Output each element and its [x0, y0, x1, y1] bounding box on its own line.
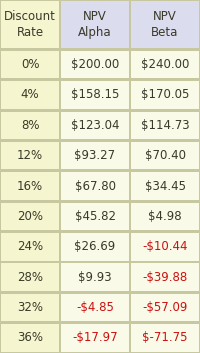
Text: $170.05: $170.05	[141, 89, 189, 101]
Text: -$57.09: -$57.09	[142, 301, 188, 314]
Text: 4%: 4%	[21, 89, 39, 101]
Text: 8%: 8%	[21, 119, 39, 132]
Bar	[61, 81, 129, 109]
Text: 32%: 32%	[17, 301, 43, 314]
Bar	[61, 51, 129, 78]
Text: $-71.75: $-71.75	[142, 331, 188, 344]
Bar	[61, 112, 129, 139]
Bar	[131, 233, 199, 261]
Bar	[131, 263, 199, 291]
Text: Discount
Rate: Discount Rate	[4, 10, 56, 39]
Text: $9.93: $9.93	[78, 271, 112, 283]
Text: $34.45: $34.45	[144, 180, 186, 192]
Bar	[61, 1, 129, 48]
Bar	[131, 324, 199, 352]
Text: -$39.88: -$39.88	[142, 271, 188, 283]
Text: $45.82: $45.82	[74, 210, 116, 223]
Text: 24%: 24%	[17, 240, 43, 253]
Bar	[1, 263, 59, 291]
Text: 0%: 0%	[21, 58, 39, 71]
Text: $114.73: $114.73	[141, 119, 189, 132]
Bar	[131, 112, 199, 139]
Bar	[61, 294, 129, 321]
Bar	[1, 233, 59, 261]
Bar	[1, 51, 59, 78]
Bar	[1, 203, 59, 230]
Text: 28%: 28%	[17, 271, 43, 283]
Text: $240.00: $240.00	[141, 58, 189, 71]
Bar	[1, 172, 59, 200]
Bar	[131, 294, 199, 321]
Bar	[1, 1, 59, 48]
Text: $67.80: $67.80	[74, 180, 116, 192]
Text: $93.27: $93.27	[74, 149, 116, 162]
Text: 20%: 20%	[17, 210, 43, 223]
Bar	[61, 172, 129, 200]
Text: 12%: 12%	[17, 149, 43, 162]
Text: $158.15: $158.15	[71, 89, 119, 101]
Text: 16%: 16%	[17, 180, 43, 192]
Bar	[61, 324, 129, 352]
Bar	[131, 203, 199, 230]
Text: 36%: 36%	[17, 331, 43, 344]
Bar	[131, 51, 199, 78]
Text: -$10.44: -$10.44	[142, 240, 188, 253]
Bar	[1, 294, 59, 321]
Text: $4.98: $4.98	[148, 210, 182, 223]
Bar	[1, 81, 59, 109]
Bar	[131, 142, 199, 169]
Bar	[1, 142, 59, 169]
Text: $200.00: $200.00	[71, 58, 119, 71]
Bar	[1, 112, 59, 139]
Text: NPV
Alpha: NPV Alpha	[78, 10, 112, 39]
Text: -$4.85: -$4.85	[76, 301, 114, 314]
Text: $26.69: $26.69	[74, 240, 116, 253]
Bar	[131, 1, 199, 48]
Bar	[61, 142, 129, 169]
Bar	[61, 263, 129, 291]
Bar	[61, 233, 129, 261]
Bar	[131, 81, 199, 109]
Bar	[1, 324, 59, 352]
Bar	[131, 172, 199, 200]
Text: -$17.97: -$17.97	[72, 331, 118, 344]
Text: $123.04: $123.04	[71, 119, 119, 132]
Text: NPV
Beta: NPV Beta	[151, 10, 179, 39]
Text: $70.40: $70.40	[144, 149, 186, 162]
Bar	[61, 203, 129, 230]
